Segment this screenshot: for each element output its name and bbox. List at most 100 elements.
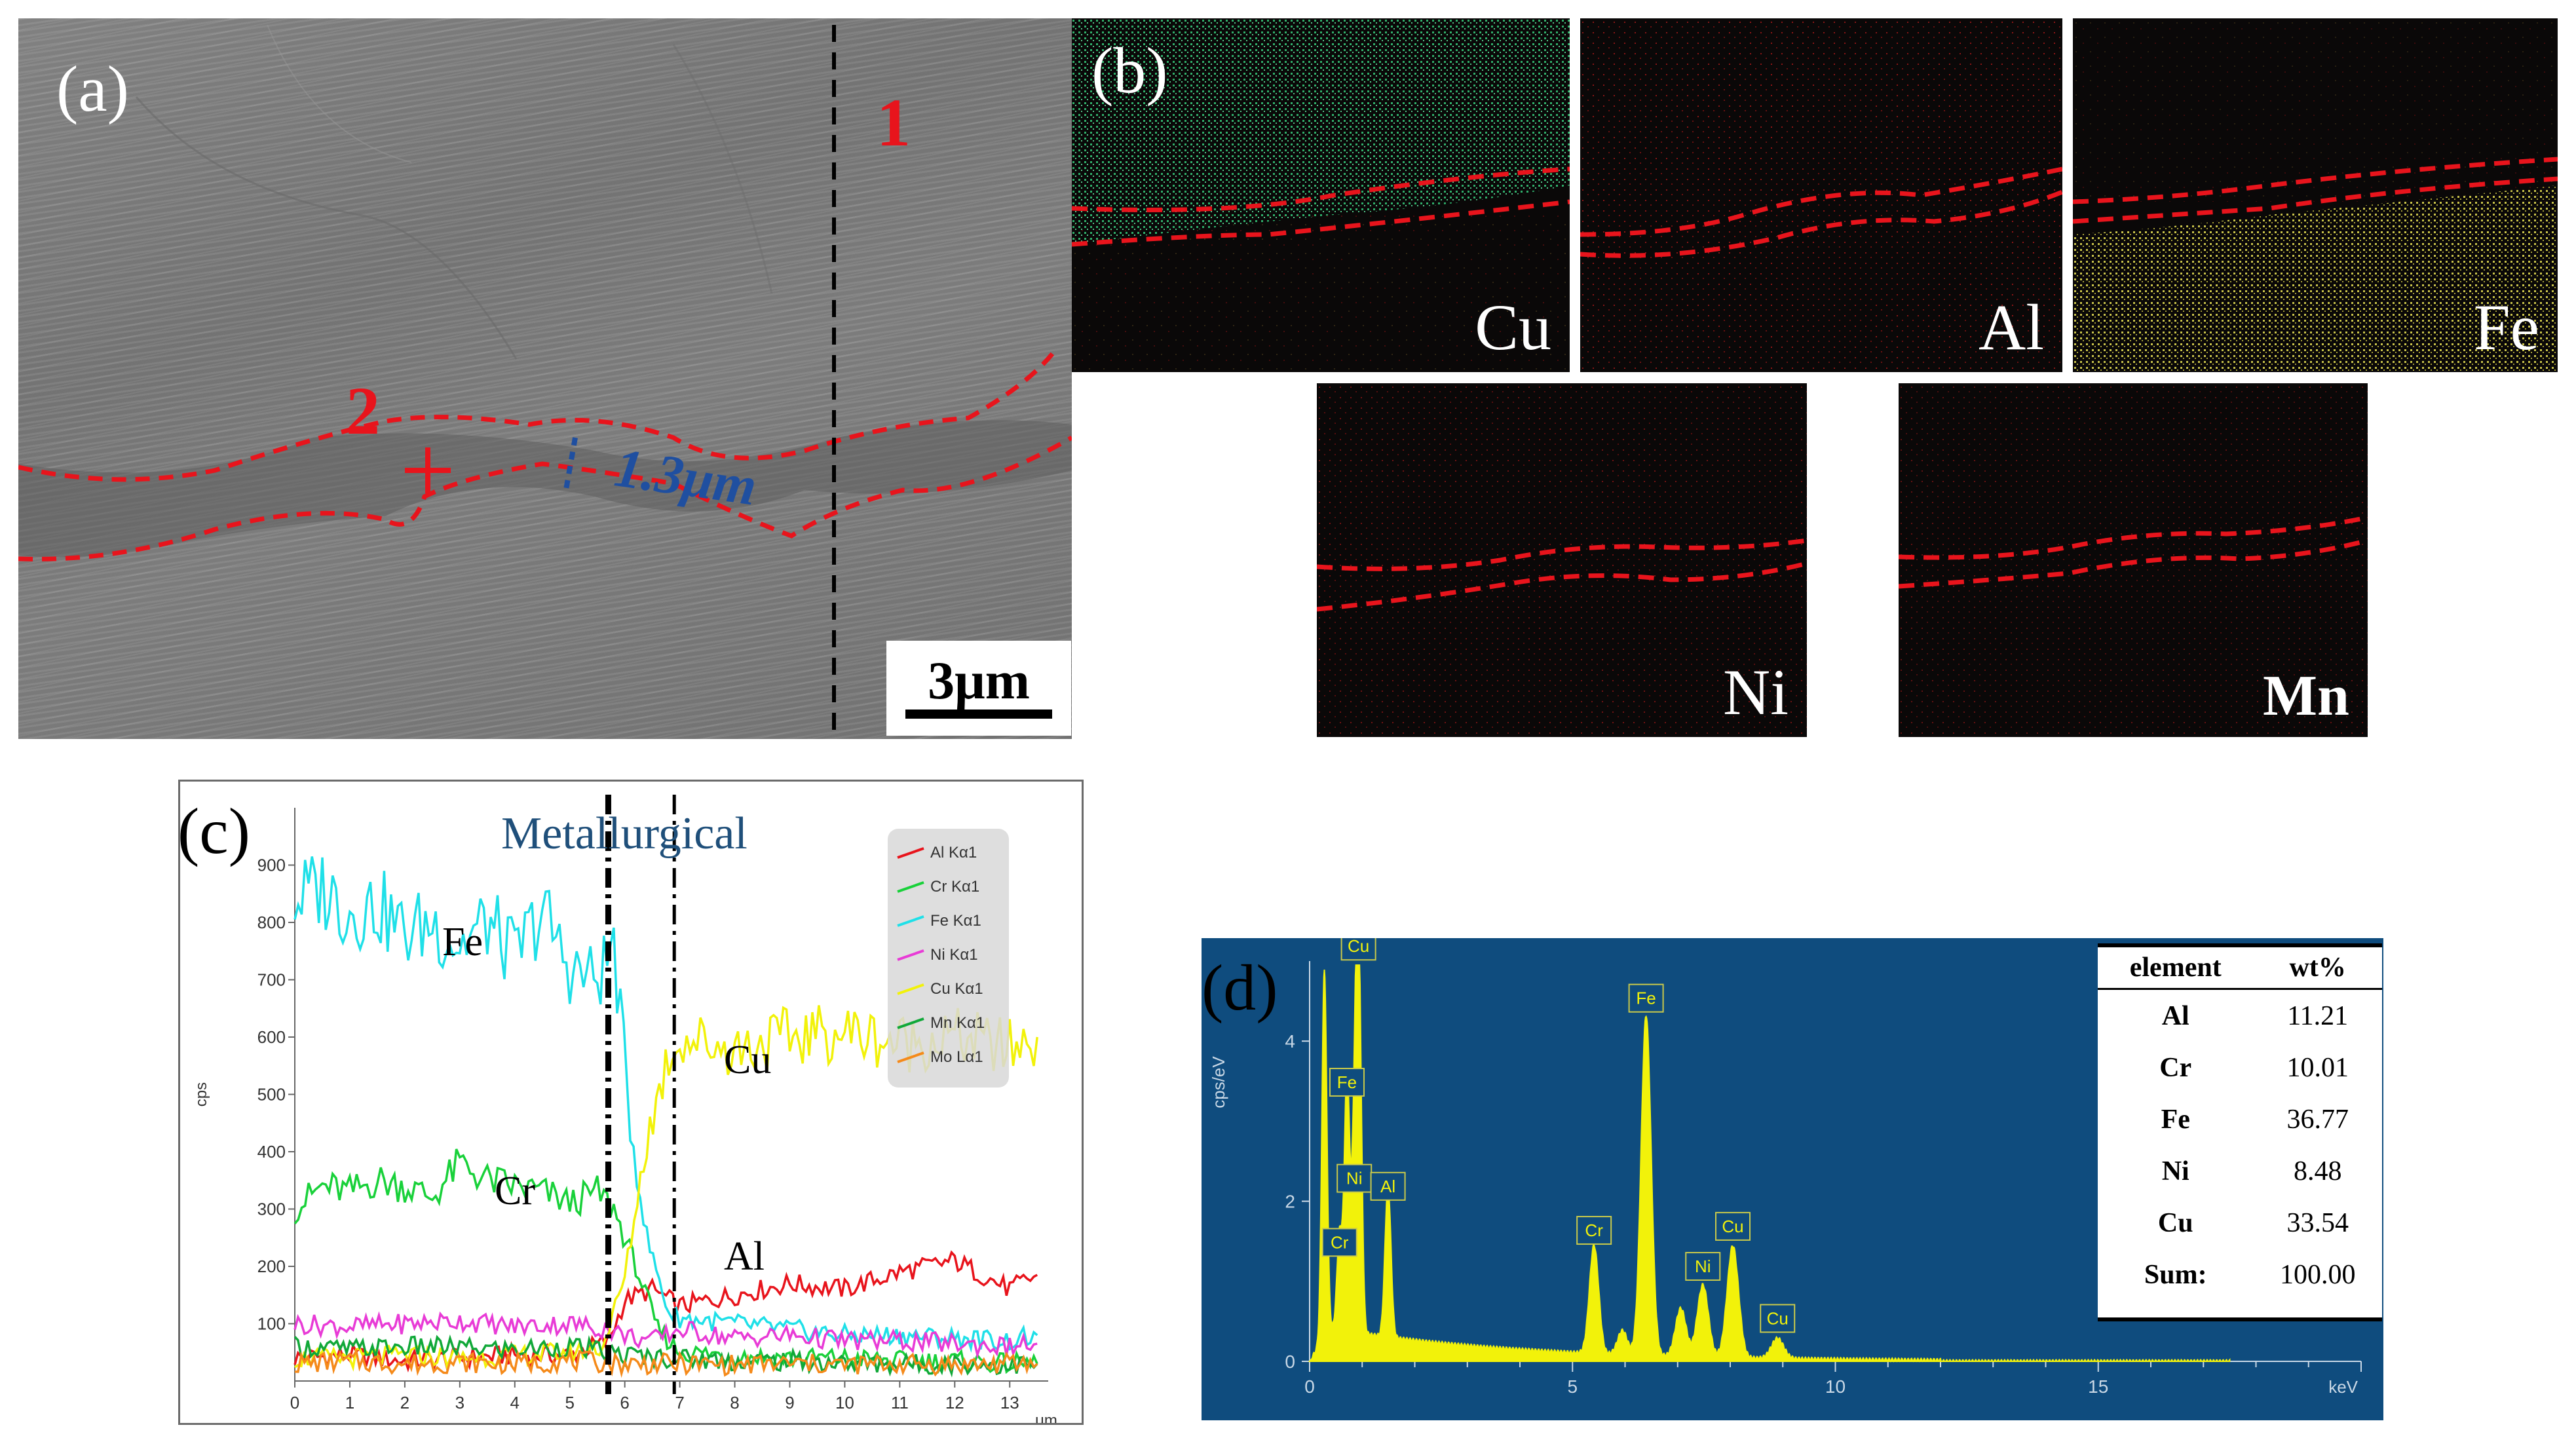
legend-label: Al Kα1 — [930, 844, 977, 861]
map-overlay — [1580, 18, 2062, 372]
panel-b-label: (b) — [1091, 34, 1168, 107]
peak-label-box — [1329, 1067, 1365, 1097]
interface-line-upper — [1317, 538, 1807, 571]
peak-label-text: Cu — [1767, 1308, 1789, 1328]
peak-label: Ni — [1685, 1252, 1721, 1281]
y-tick-label: 600 — [257, 1027, 286, 1047]
cell-wt: 33.54 — [2286, 1207, 2349, 1238]
legend-label: Cu Kα1 — [930, 980, 983, 998]
y-tick-label: 400 — [257, 1142, 286, 1162]
peak-label: Cu — [1760, 1304, 1796, 1333]
interface-line-upper — [18, 350, 1055, 482]
interface-line-lower — [1072, 199, 1570, 247]
scale-bar-line — [905, 710, 1052, 719]
scale-bar: 3μm — [886, 641, 1071, 736]
panel-c-label: (c) — [178, 795, 250, 867]
x-tick-label: 0 — [1304, 1376, 1315, 1397]
series-line-Ni Kα1 — [294, 1311, 1038, 1359]
x-tick-label: 3 — [455, 1393, 464, 1412]
map-noise — [2073, 18, 2558, 202]
y-tick-label: 100 — [257, 1314, 286, 1334]
legend-swatch — [897, 949, 924, 961]
y-tick-label: 700 — [257, 970, 286, 990]
peak-label-text: Cu — [1722, 1217, 1743, 1236]
map-overlay — [2073, 18, 2558, 372]
y-tick-label: 4 — [1285, 1031, 1295, 1051]
sem-image-panel: (a) 1 2 1.3μm 3μm — [18, 18, 1072, 739]
peak-label: Cu — [1715, 1211, 1751, 1241]
peak-label-box — [1340, 938, 1376, 961]
eds-spectrum-plot: 0 5 10 15 keV 0 2 4 cps/eV Cr Fe Ni Cu Al Cr Fe Ni Cu Cu — [1209, 938, 2362, 1397]
grain-boundary — [267, 24, 412, 163]
y-tick-label: 2 — [1285, 1192, 1295, 1212]
x-tick-label: 11 — [891, 1393, 909, 1412]
table-row: Cu 33.54 — [2098, 1197, 2382, 1249]
cell-wt: 11.21 — [2287, 1000, 2349, 1031]
line-scan-chart: 0 1 2 3 4 5 6 7 8 9 10 11 12 13 100 200 300 400 500 600 700 8… — [178, 780, 1084, 1425]
interfacial-layer — [18, 420, 1072, 558]
legend-label: Cr Kα1 — [930, 878, 979, 896]
peak-label: Cr — [1576, 1216, 1612, 1245]
legend-swatch — [897, 881, 924, 893]
y-tick-label: 0 — [1285, 1352, 1295, 1372]
scale-bar-label: 3μm — [928, 651, 1030, 710]
cell-wt: 100.00 — [2279, 1259, 2356, 1290]
x-tick-label: 1 — [345, 1393, 354, 1412]
sem-overlay — [18, 24, 1072, 739]
annotation-fe: Fe — [442, 920, 483, 964]
interface-line-lower — [2073, 176, 2558, 224]
map-overlay — [1317, 383, 1807, 737]
peak-label-box — [1715, 1211, 1751, 1241]
fe-rich-region — [2073, 185, 2558, 372]
map-noise — [1072, 215, 1570, 372]
x-tick-label: 5 — [565, 1393, 574, 1412]
table-header-element: element — [2098, 947, 2254, 990]
map-element-label: Al — [1979, 291, 2044, 364]
legend-box — [888, 829, 1009, 1088]
map-element-label: Ni — [1723, 656, 1789, 728]
panel-d-label: (d) — [1202, 951, 1278, 1024]
grain-boundary — [672, 44, 773, 294]
peak-label: Fe — [1628, 983, 1664, 1013]
x-tick-label: 6 — [620, 1393, 629, 1412]
cell-wt: 8.48 — [2293, 1156, 2342, 1186]
eds-map-al: Al — [1580, 18, 2062, 372]
x-tick-label: 10 — [835, 1393, 854, 1412]
peak-label-box — [1628, 983, 1664, 1013]
map-element-label: Cu — [1475, 291, 1551, 364]
peak-label-text: Cu — [1348, 938, 1369, 956]
peak-label: Cu — [1340, 938, 1376, 961]
cell-element: Fe — [2161, 1104, 2190, 1135]
cu-rich-region — [1072, 18, 1570, 244]
y-axis-label: cps/eV — [1209, 1056, 1228, 1108]
peak-label-text: Al — [1380, 1177, 1395, 1196]
line-scan-plot: 0 1 2 3 4 5 6 7 8 9 10 11 12 131002003004005006007008… — [193, 795, 1057, 1423]
cell-element: Sum: — [2144, 1259, 2207, 1290]
map-overlay — [1899, 383, 2368, 737]
peak-label: Al — [1370, 1171, 1406, 1201]
legend-swatch — [897, 983, 924, 995]
series-line-Mn Kα1 — [294, 1334, 1038, 1378]
x-tick-label: 0 — [290, 1393, 299, 1412]
spectrum-area — [1308, 964, 2231, 1363]
x-tick-label: 13 — [1000, 1393, 1019, 1412]
map-element-label: Fe — [2474, 291, 2539, 364]
cell-wt: 10.01 — [2286, 1052, 2349, 1083]
cell-element: Ni — [2161, 1156, 2189, 1186]
x-tick-label: 15 — [2088, 1376, 2108, 1397]
interface-line-lower — [18, 435, 1072, 561]
cell-element: Cr — [2159, 1052, 2192, 1083]
map-overlay — [1072, 18, 1570, 372]
peak-label-text: Ni — [1695, 1257, 1711, 1276]
interface-line-upper — [1072, 166, 1570, 212]
peak-label: Cr — [1321, 1228, 1357, 1257]
cell-element: Al — [2161, 1000, 2189, 1031]
cell-element: Cu — [2157, 1207, 2193, 1238]
legend-swatch — [897, 1017, 924, 1029]
eds-map-mn: Mn — [1899, 383, 2368, 737]
y-axis-label: cps — [193, 1082, 210, 1107]
peak-label-box — [1321, 1228, 1357, 1257]
peak-label-box — [1336, 1164, 1373, 1193]
x-tick-label: 8 — [730, 1393, 739, 1412]
legend-label: Mn Kα1 — [930, 1014, 985, 1032]
